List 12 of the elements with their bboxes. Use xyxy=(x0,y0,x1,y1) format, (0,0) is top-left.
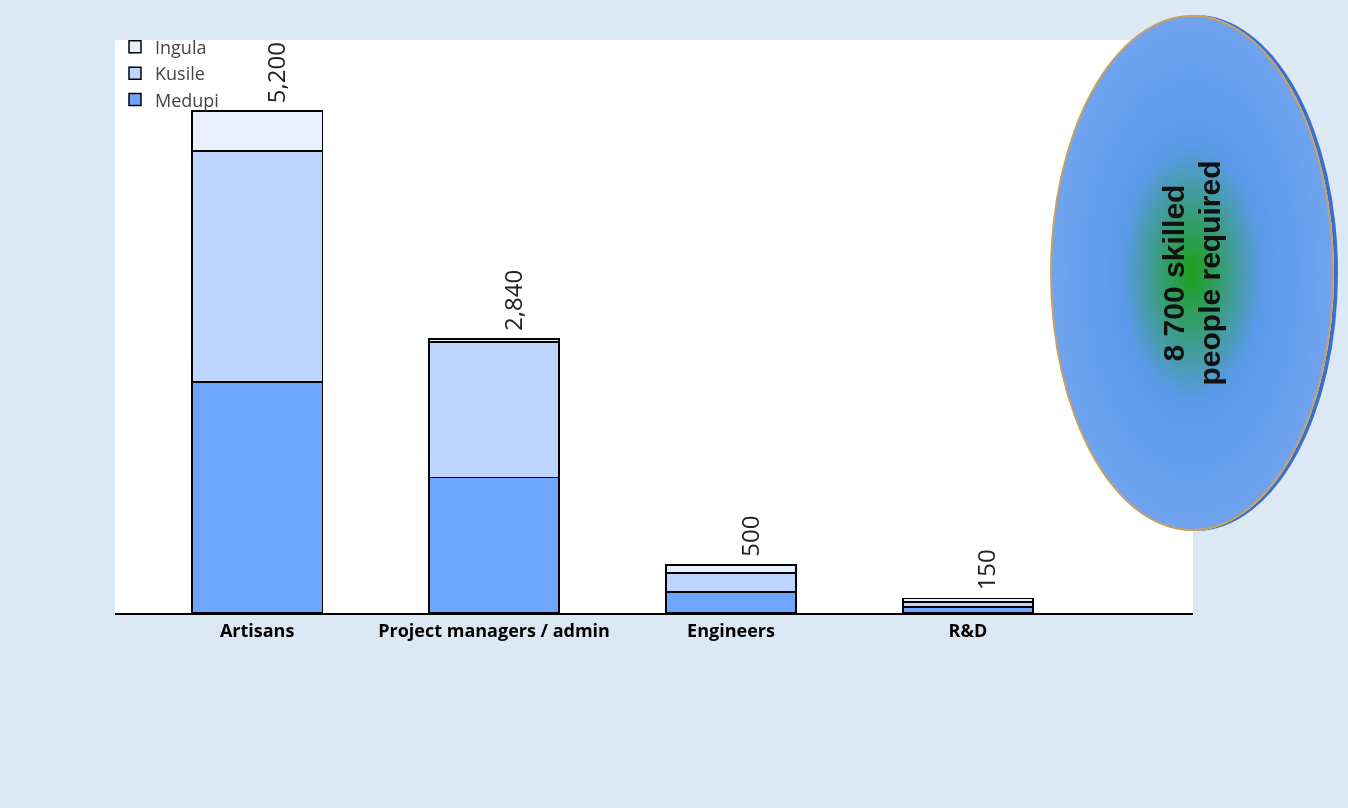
x-tick-label: Engineers xyxy=(687,617,775,642)
annotation: 2,840 xyxy=(496,269,530,331)
annotation: 8 700 skilled people required xyxy=(1156,160,1227,386)
annotation: 150 xyxy=(969,549,1003,591)
legend-label: Medupi xyxy=(155,87,219,112)
annotation: 5,200 xyxy=(259,42,293,104)
legend-label: Ingula xyxy=(155,34,207,59)
legend-label: Kusile xyxy=(155,61,205,86)
annotation: 500 xyxy=(733,515,767,557)
x-tick-label: R&D xyxy=(948,617,988,642)
x-tick-label: Project managers / admin xyxy=(378,617,610,642)
x-tick-label: Artisans xyxy=(219,617,295,642)
